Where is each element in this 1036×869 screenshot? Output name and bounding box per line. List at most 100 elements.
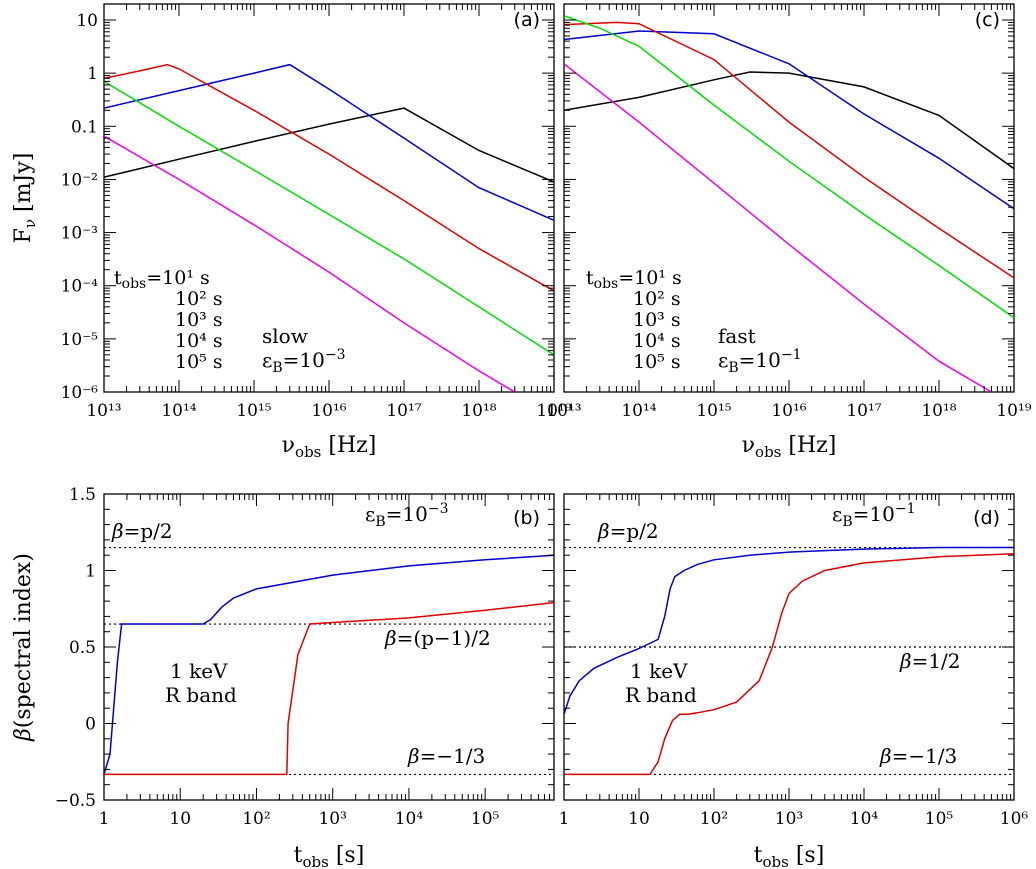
panel-a-legend: tobs=10¹ s 10² s 10³ s 10⁴ s 10⁵ s — [114, 267, 223, 373]
legend-entry-10-5: 10⁵ s — [633, 351, 681, 373]
y-tick-label: 10⁻⁴ — [61, 277, 99, 297]
x-tick-label: 10⁴ — [850, 809, 879, 829]
legend-entry-10-3: 10³ s — [633, 309, 681, 331]
panel-a-epsilon-label: εB=10−3 — [262, 347, 346, 376]
panel-b-epsilon-label: εB=10−3 — [365, 501, 449, 530]
series-line-red — [564, 21, 1014, 279]
y-tick-label: 1 — [87, 64, 98, 84]
series-line-red — [104, 63, 554, 292]
panel-d: 1 10 10² 10³ 10⁴ 10⁵ 10⁶ (d) εB=10−1 β=p/2 β=1… — [559, 493, 1029, 869]
x-tick-label: 10¹⁴ — [621, 401, 656, 421]
x-tick-label: 10¹⁷ — [846, 401, 881, 421]
series-line-red — [104, 601, 554, 776]
x-tick-label: 10¹⁸ — [921, 401, 956, 421]
x-tick-label: 10 — [169, 809, 191, 829]
legend-entry-10-1: tobs=10¹ s — [586, 267, 682, 292]
panel-d-legend-R: R band — [625, 683, 697, 707]
panel-b-legend-R: R band — [165, 683, 237, 707]
panel-c-curves — [564, 15, 1014, 392]
panel-c-label: (c) — [975, 9, 1000, 31]
panel-d-epsilon-label: εB=10−1 — [832, 501, 916, 530]
panel-a-x-axis-label: νobs [Hz] — [282, 433, 377, 461]
y-tick-label: 10⁻⁶ — [61, 383, 99, 403]
panel-b-ref-label-1: β=p/2 — [111, 519, 173, 543]
legend-entry-10-2: 10² s — [633, 288, 681, 310]
panel-b-legend-keV: 1 keV — [170, 659, 228, 683]
y-tick-label: 10⁻³ — [61, 224, 98, 244]
x-tick-label: 10¹⁶ — [771, 401, 806, 421]
series-line-red — [564, 552, 1014, 776]
panel-b-y-axis-label: β(spectral index) — [11, 553, 36, 742]
x-tick-label: 10³ — [318, 809, 346, 829]
series-line-blue — [104, 63, 554, 221]
series-line-blue — [564, 546, 1014, 715]
x-tick-label: 10¹⁷ — [386, 401, 421, 421]
panel-c-epsilon-label: εB=10−1 — [718, 347, 802, 376]
legend-entry-10-5: 10⁵ s — [175, 351, 223, 373]
series-line-black — [564, 71, 1014, 170]
panel-a: 10¹³ 10¹⁴ 10¹⁵ 10¹⁶ 10¹⁷ 10¹⁸ 10¹⁹ 10⁻⁶ 10⁻⁵ 10⁻⁴… — [11, 3, 572, 461]
y-tick-label: 10⁻⁵ — [61, 330, 99, 350]
legend-entry-10-2: 10² s — [175, 288, 223, 310]
series-line-magenta — [104, 135, 516, 392]
y-tick-label: 1.5 — [69, 485, 96, 505]
y-tick-label: 0.1 — [71, 117, 98, 137]
y-tick-label: 0 — [85, 715, 96, 735]
panel-b-ref-label-3: β=−1/3 — [407, 744, 485, 768]
x-tick-label: 10⁵ — [925, 809, 954, 829]
panel-d-x-axis-label: tobs [s] — [754, 843, 825, 869]
panel-c-ticks: 10¹³ 10¹⁴ 10¹⁵ 10¹⁶ 10¹⁷ 10¹⁸ 10¹⁹ — [546, 3, 1032, 421]
x-tick-label: 10¹³ — [86, 401, 121, 421]
legend-entry-10-4: 10⁴ s — [175, 330, 223, 352]
x-tick-label: 10¹⁵ — [696, 401, 731, 421]
y-tick-label: −0.5 — [55, 791, 96, 811]
x-tick-label: 10¹⁹ — [996, 401, 1031, 421]
series-line-black — [104, 107, 554, 183]
panel-a-y-axis-label: Fν [mJy] — [11, 153, 39, 244]
y-tick-label: 10 — [76, 11, 98, 31]
legend-entry-10-3: 10³ s — [175, 309, 223, 331]
panel-b-label: (b) — [513, 507, 540, 529]
panel-d-ref-label-1: β=p/2 — [597, 519, 659, 543]
panel-b-x-axis-label: tobs [s] — [294, 843, 365, 869]
y-tick-label: 10⁻² — [61, 170, 98, 190]
panel-c-frame — [563, 3, 1015, 393]
panel-c-regime-label: fast — [718, 324, 756, 348]
series-line-blue — [104, 554, 554, 775]
x-tick-label: 10¹⁹ — [536, 401, 571, 421]
panel-a-frame — [103, 3, 555, 393]
x-tick-label: 10² — [242, 809, 270, 829]
x-tick-label: 10² — [700, 809, 728, 829]
x-tick-label: 10¹³ — [546, 401, 581, 421]
x-tick-label: 10³ — [775, 809, 803, 829]
panel-c-legend: tobs=10¹ s 10² s 10³ s 10⁴ s 10⁵ s — [586, 267, 682, 373]
x-tick-label: 10¹⁴ — [161, 401, 196, 421]
x-tick-label: 1 — [99, 809, 110, 829]
panel-d-curves — [564, 546, 1014, 776]
panel-b-ref-label-2: β=(p−1)/2 — [384, 626, 491, 650]
legend-entry-10-4: 10⁴ s — [633, 330, 681, 352]
series-line-green — [564, 15, 1014, 319]
x-tick-label: 10⁶ — [1000, 809, 1029, 829]
x-tick-label: 10 — [628, 809, 650, 829]
panel-d-ref-label-3: β=−1/3 — [879, 744, 957, 768]
panel-a-ticks: 10¹³ 10¹⁴ 10¹⁵ 10¹⁶ 10¹⁷ 10¹⁸ 10¹⁹ 10⁻⁶ 10⁻⁵ 10⁻⁴… — [61, 3, 572, 421]
x-tick-label: 10⁴ — [395, 809, 424, 829]
panel-b-ticks: 1 10 10² 10³ 10⁴ 10⁵ −0.5 0 0.5 1 1.5 — [55, 485, 555, 829]
panel-c: 10¹³ 10¹⁴ 10¹⁵ 10¹⁶ 10¹⁷ 10¹⁸ 10¹⁹ (c) νobs [H… — [546, 3, 1032, 461]
panel-b: 1 10 10² 10³ 10⁴ 10⁵−0.500.511.5 (b) εB=10−3 … — [11, 485, 555, 869]
panel-a-label: (a) — [514, 9, 540, 31]
panel-c-x-axis-label: νobs [Hz] — [742, 433, 837, 461]
series-line-blue — [564, 30, 1014, 210]
y-tick-label: 0.5 — [69, 638, 96, 658]
panel-b-curves — [104, 554, 554, 776]
panel-d-legend-keV: 1 keV — [630, 659, 688, 683]
x-tick-label: 10¹⁸ — [461, 401, 496, 421]
x-tick-label: 1 — [559, 809, 570, 829]
x-tick-label: 10¹⁵ — [236, 401, 271, 421]
panel-a-regime-label: slow — [262, 324, 308, 348]
x-tick-label: 10⁵ — [471, 809, 500, 829]
panel-a-curves — [104, 63, 554, 392]
series-line-magenta — [564, 63, 992, 392]
